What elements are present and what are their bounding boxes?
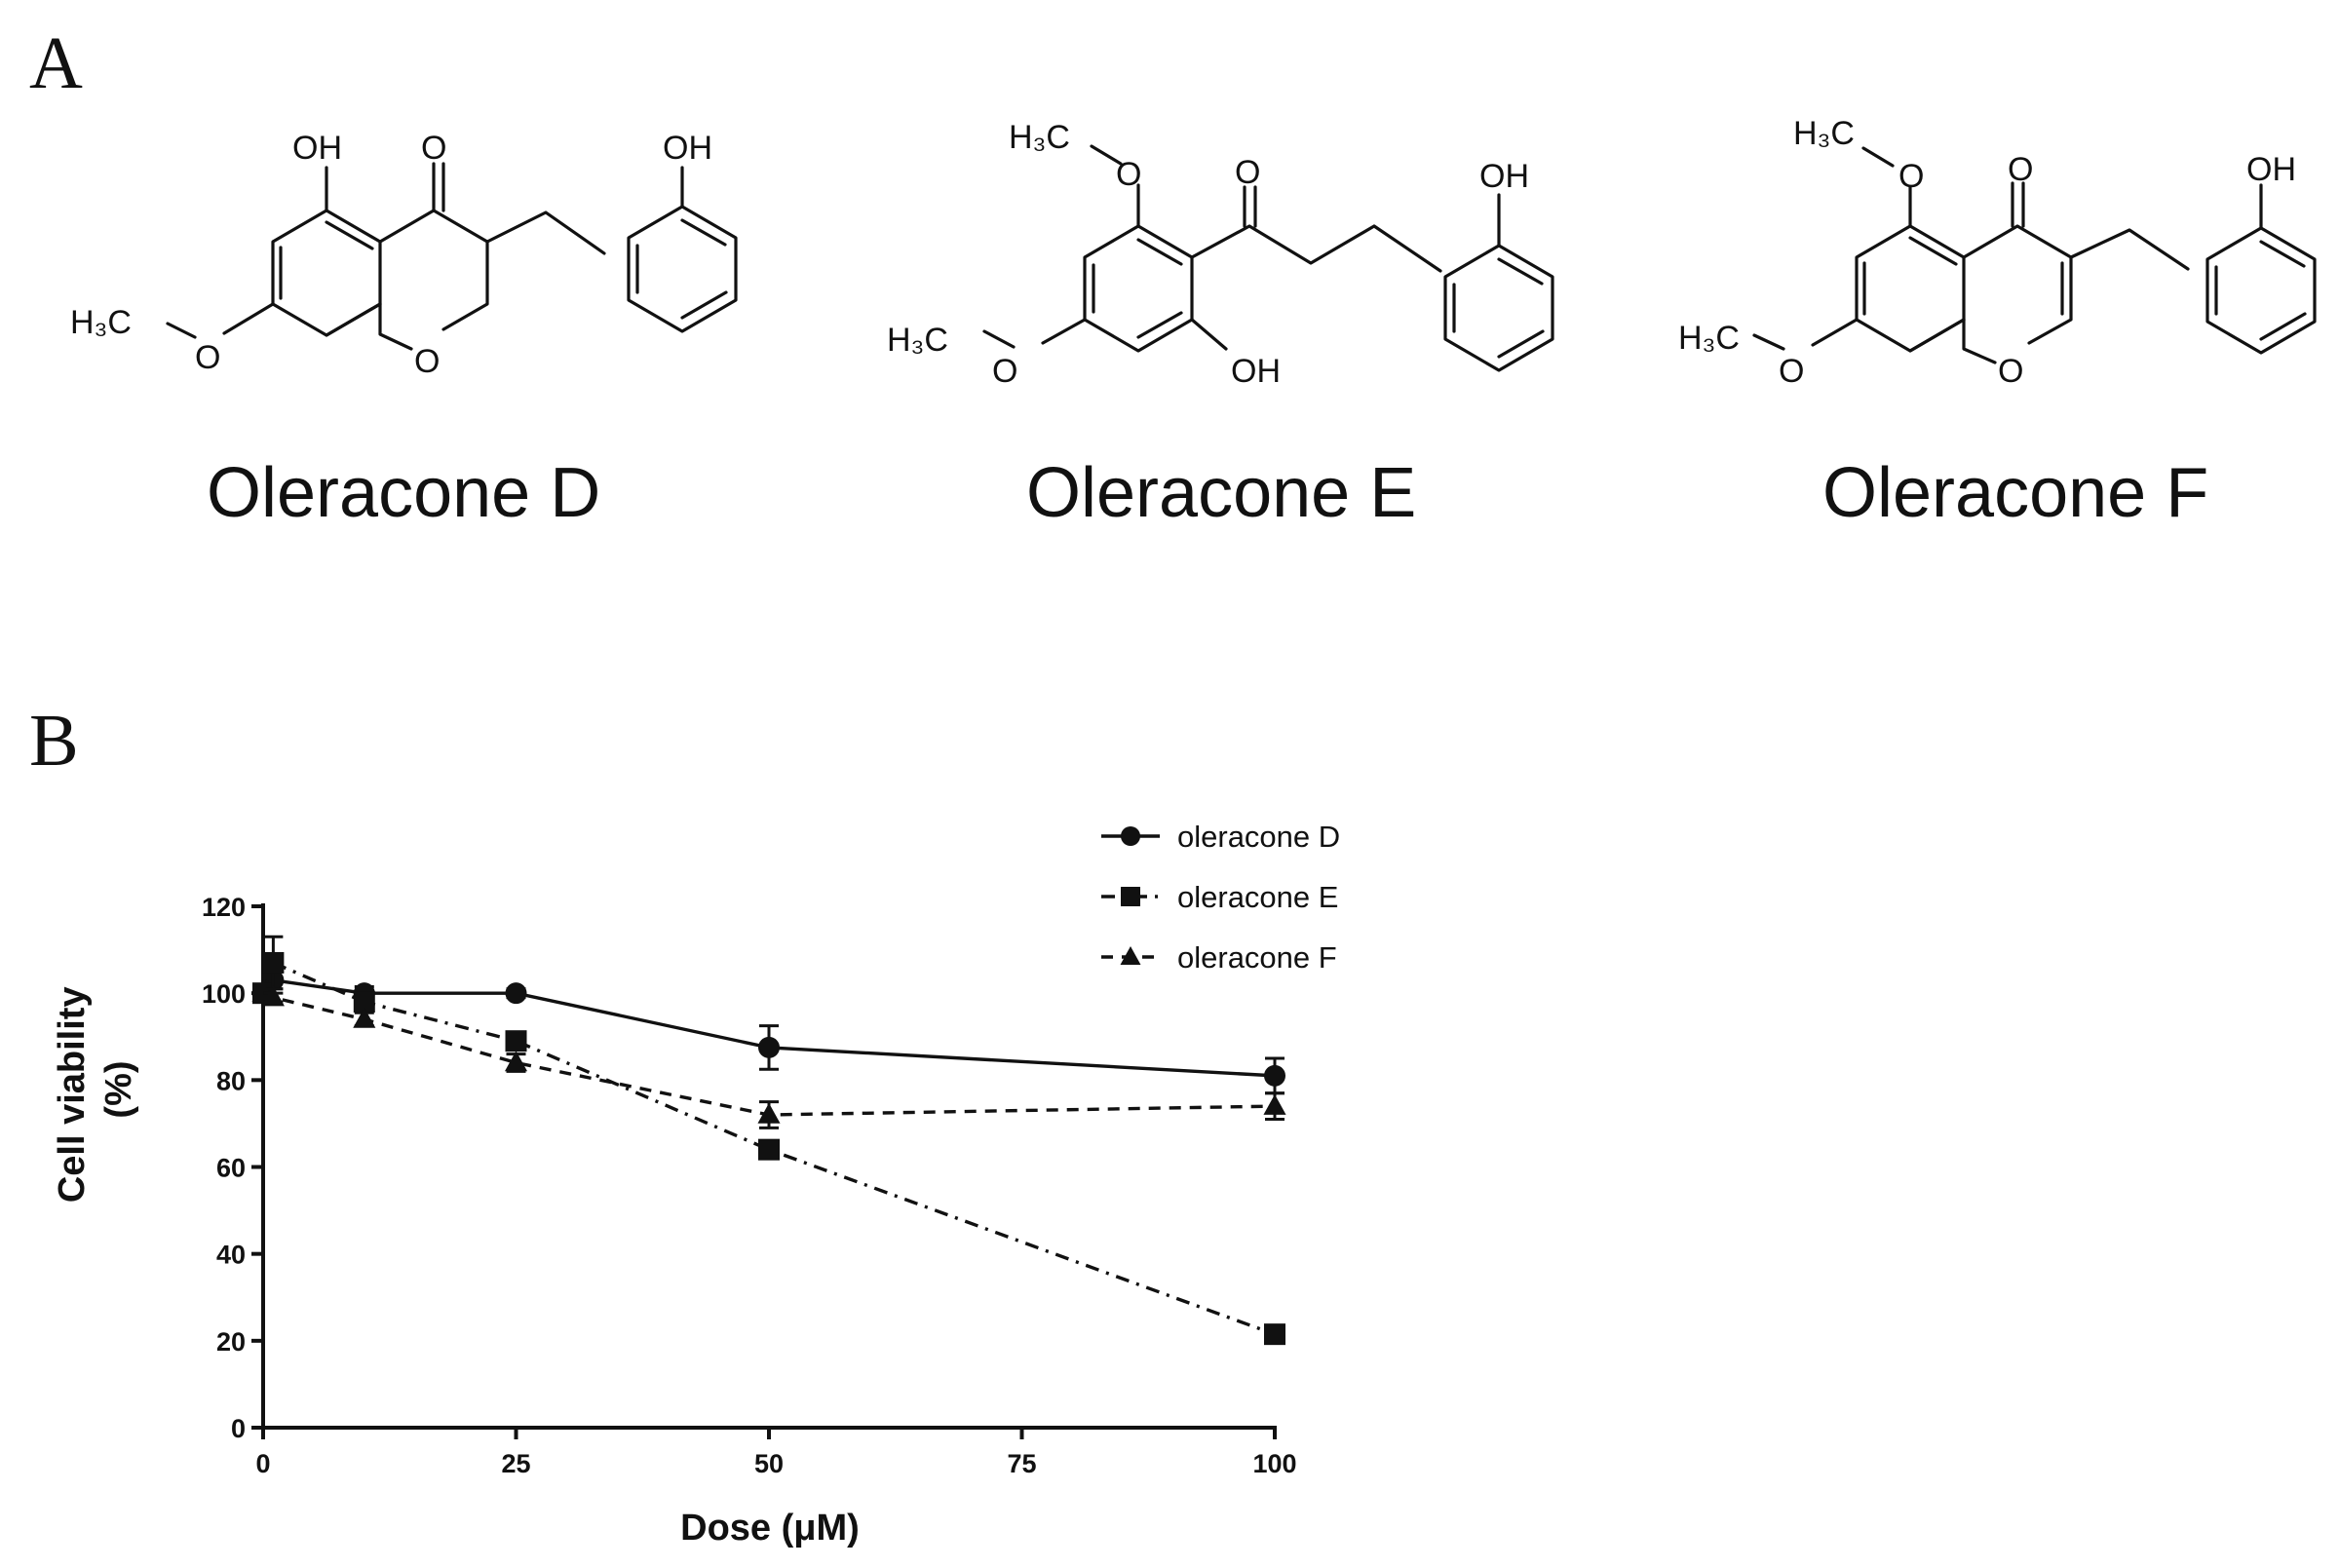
legend-label: oleracone D	[1177, 820, 1340, 854]
series-oleracone-F	[251, 981, 1286, 1129]
atom-label: OH	[1231, 353, 1281, 390]
series-line	[261, 960, 1276, 1336]
data-point	[262, 951, 285, 974]
atom-label: OH	[663, 130, 712, 167]
x-axis-ticks: 0 25 50 75 100	[255, 1428, 1297, 1478]
legend-label: oleracone E	[1177, 880, 1338, 914]
x-tick-label: 100	[1252, 1449, 1296, 1478]
atom-label: O	[414, 343, 440, 380]
data-point	[261, 985, 285, 1007]
atom-label: O	[992, 353, 1017, 390]
atom-label: O	[1998, 353, 2023, 390]
legend-marker	[1121, 887, 1140, 906]
data-point	[758, 1138, 780, 1161]
panel-label-b: B	[29, 700, 79, 782]
data-point	[504, 1051, 528, 1072]
atom-label: OH	[292, 130, 342, 167]
series-oleracone-E	[252, 935, 1285, 1346]
x-tick-label: 0	[255, 1449, 270, 1478]
atom-label: O	[195, 339, 220, 376]
atom-label: O	[1116, 156, 1141, 193]
atom-label: O	[1779, 353, 1804, 390]
structure-oleracone-e	[982, 144, 1554, 372]
data-point	[757, 1102, 781, 1124]
legend-marker	[1121, 826, 1140, 846]
panel-label-a: A	[29, 22, 83, 104]
y-tick-label: 40	[216, 1241, 246, 1270]
y-axis-ticks: 0 20 40 60 80 100 120	[202, 893, 263, 1443]
legend-marker	[1120, 946, 1141, 965]
y-tick-label: 0	[231, 1414, 246, 1443]
atom-label: O	[2008, 151, 2033, 188]
atom-label: OH	[1479, 158, 1529, 195]
data-point	[1264, 1323, 1285, 1346]
structure-oleracone-f	[1752, 146, 2317, 364]
compound-name-oleracone-e: Oleracone E	[1026, 454, 1416, 532]
data-point	[505, 1030, 527, 1052]
data-point	[1263, 1093, 1286, 1115]
data-point	[353, 1007, 376, 1028]
compound-name-oleracone-d: Oleracone D	[207, 454, 600, 532]
y-tick-label: 120	[202, 893, 246, 922]
atom-label: H₃C	[1009, 119, 1070, 156]
y-tick-label: 60	[216, 1154, 246, 1183]
chart-series	[251, 935, 1286, 1346]
compound-name-oleracone-f: Oleracone F	[1822, 454, 2208, 532]
x-tick-label: 25	[501, 1449, 530, 1478]
atom-label: H₃C	[1793, 115, 1855, 152]
atom-label: OH	[2246, 151, 2296, 188]
y-tick-label: 100	[202, 979, 246, 1009]
atom-label: H₃C	[1678, 320, 1740, 357]
x-tick-label: 75	[1007, 1449, 1036, 1478]
atom-label: O	[1898, 158, 1924, 195]
data-point	[758, 1036, 780, 1058]
x-tick-label: 50	[754, 1449, 784, 1478]
chart-legend: oleracone D oleracone E oleracone F	[1101, 820, 1340, 975]
structure-oleracone-d	[166, 162, 738, 351]
atom-label: H₃C	[70, 304, 132, 341]
y-axis-label: Cell viability (%)	[52, 976, 139, 1203]
x-axis-label: Dose (μM)	[680, 1508, 860, 1549]
data-point	[353, 991, 375, 1013]
legend-label: oleracone F	[1177, 940, 1337, 975]
data-point	[1264, 1064, 1285, 1087]
atom-label: O	[421, 130, 446, 167]
atom-label: O	[1235, 154, 1260, 191]
y-tick-label: 80	[216, 1066, 246, 1095]
y-tick-label: 20	[216, 1327, 246, 1357]
data-point	[505, 982, 527, 1005]
atom-label: H₃C	[887, 322, 948, 359]
